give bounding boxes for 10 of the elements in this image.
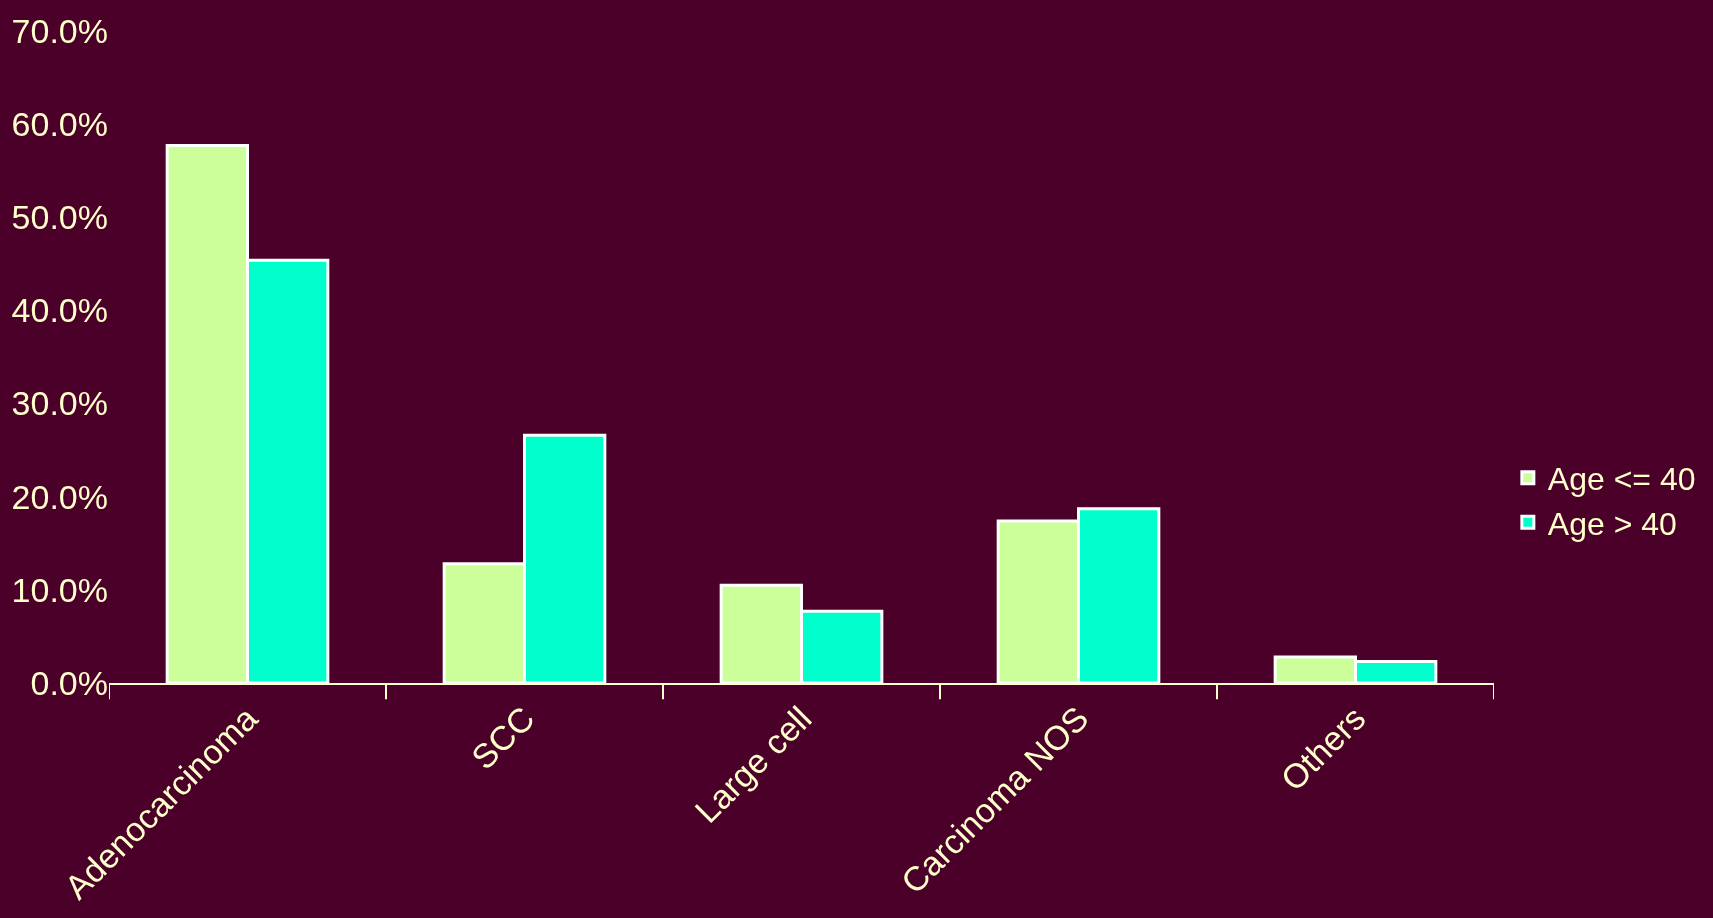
y-tick-label: 60.0% xyxy=(11,105,108,144)
y-tick-label: 40.0% xyxy=(11,291,108,330)
y-tick-label: 0.0% xyxy=(30,663,108,702)
legend-label: Age > 40 xyxy=(1547,505,1677,542)
legend-label: Age <= 40 xyxy=(1547,461,1696,498)
y-tick-label: 20.0% xyxy=(11,477,108,516)
y-tick-label: 30.0% xyxy=(11,384,108,423)
y-tick-label: 70.0% xyxy=(11,11,108,50)
y-tick-label: 50.0% xyxy=(11,198,108,237)
y-tick-label: 10.0% xyxy=(11,570,108,609)
